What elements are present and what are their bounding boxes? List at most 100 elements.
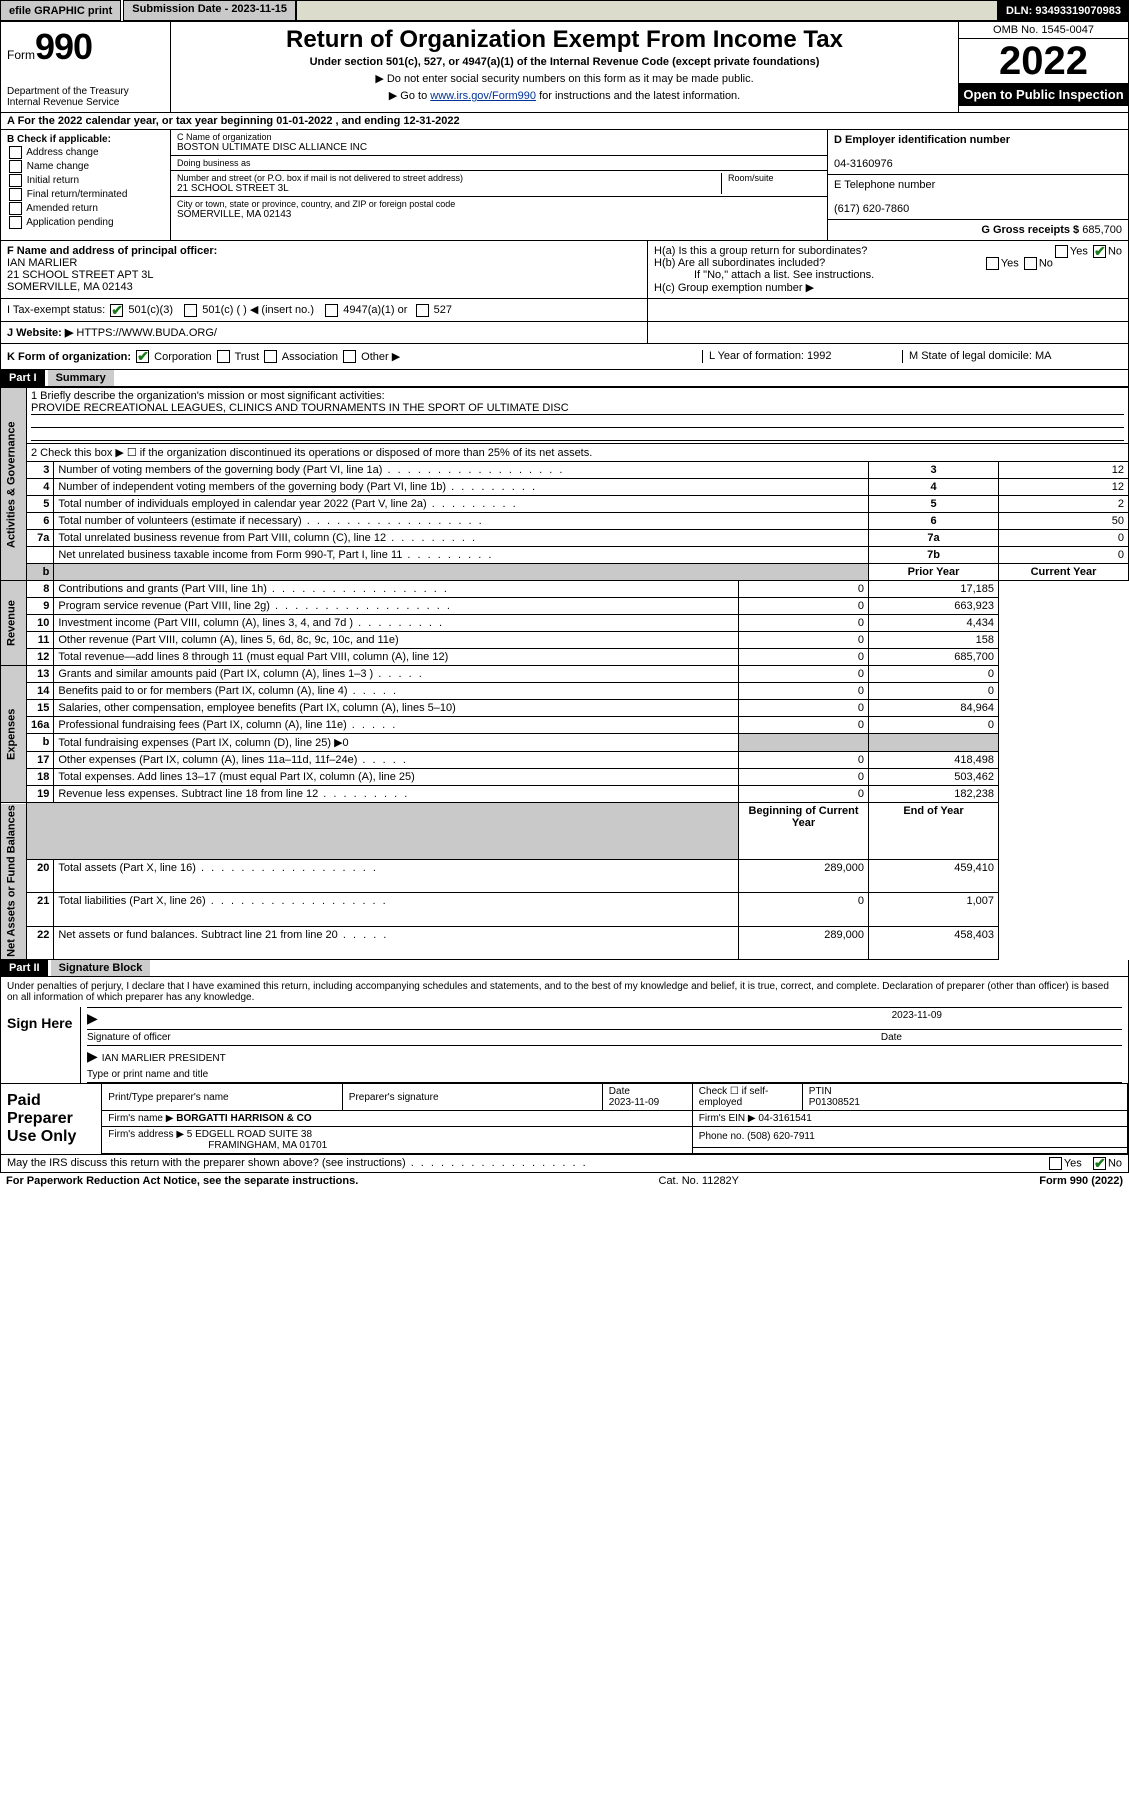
goto-note: ▶ Go to www.irs.gov/Form990 for instruct… — [177, 89, 952, 102]
col-b-checkboxes: B Check if applicable: Address change Na… — [1, 130, 171, 240]
city-value: SOMERVILLE, MA 02143 — [177, 209, 821, 220]
dln-label: DLN: 93493319070983 — [998, 0, 1129, 21]
officer-name: IAN MARLIER — [7, 257, 77, 269]
cb-initial-return[interactable]: Initial return — [7, 174, 164, 187]
prep-label: Paid Preparer Use Only — [1, 1084, 102, 1154]
ein-label: D Employer identification number — [834, 134, 1010, 146]
penalty-declaration: Under penalties of perjury, I declare th… — [1, 977, 1128, 1007]
cb-application-pending[interactable]: Application pending — [7, 216, 164, 229]
prep-date: 2023-11-09 — [609, 1097, 659, 1108]
dept-irs: Internal Revenue Service — [7, 97, 164, 108]
hb-note: If "No," attach a list. See instructions… — [654, 269, 1122, 281]
cb-name-change[interactable]: Name change — [7, 160, 164, 173]
officer-addr1: 21 SCHOOL STREET APT 3L — [7, 269, 154, 281]
colb-head: B Check if applicable: — [7, 134, 111, 145]
part1-badge: Part I — [1, 370, 45, 386]
part2-badge: Part II — [1, 960, 48, 976]
city-label: City or town, state or province, country… — [177, 199, 821, 209]
submission-date: Submission Date - 2023-11-15 — [123, 0, 296, 21]
form-number: Form990 — [7, 26, 164, 68]
col-c-org-info: C Name of organization BOSTON ULTIMATE D… — [171, 130, 828, 240]
prep-selfemp: Check ☐ if self-employed — [692, 1084, 802, 1111]
cb-address-change[interactable]: Address change — [7, 146, 164, 159]
footer-line: For Paperwork Reduction Act Notice, see … — [0, 1173, 1129, 1189]
ein-value: 04-3160976 — [834, 158, 893, 170]
firm-phone: (508) 620-7911 — [747, 1131, 815, 1142]
year-formation: L Year of formation: 1992 — [702, 350, 902, 364]
firm-name: BORGATTI HARRISON & CO — [176, 1113, 311, 1124]
q1-label: 1 Briefly describe the organization's mi… — [31, 390, 1124, 402]
q1-value: PROVIDE RECREATIONAL LEAGUES, CLINICS AN… — [31, 402, 569, 414]
bcde-block: B Check if applicable: Address change Na… — [0, 130, 1129, 241]
gross-label: G Gross receipts $ — [981, 224, 1079, 236]
type-name-label: Type or print name and title — [87, 1069, 1122, 1080]
row-k: K Form of organization: Corporation Trus… — [0, 344, 1129, 371]
omb-number: OMB No. 1545-0047 — [959, 22, 1128, 39]
form-subtitle: Under section 501(c), 527, or 4947(a)(1)… — [177, 56, 952, 68]
dept-treasury: Department of the Treasury — [7, 86, 164, 97]
tax-year: 2022 — [959, 39, 1128, 83]
sign-here-label: Sign Here — [1, 1007, 81, 1083]
row-fh: F Name and address of principal officer:… — [0, 241, 1129, 299]
side-net: Net Assets or Fund Balances — [1, 803, 27, 960]
prep-sig-label: Preparer's signature — [342, 1084, 602, 1111]
ha-label: H(a) Is this a group return for subordin… — [654, 245, 867, 257]
q2-text: 2 Check this box ▶ ☐ if the organization… — [27, 444, 1129, 462]
efile-print-button[interactable]: efile GRAPHIC print — [0, 0, 121, 21]
hc-label: H(c) Group exemption number ▶ — [654, 281, 1122, 294]
firm-addr-label: Firm's address ▶ — [108, 1129, 184, 1140]
org-name-label: C Name of organization — [177, 132, 821, 142]
street-label: Number and street (or P.O. box if mail i… — [177, 173, 721, 183]
form-org-label: K Form of organization: — [7, 351, 131, 363]
firm-ein-label: Firm's EIN ▶ — [699, 1113, 756, 1124]
topbar-spacer — [296, 0, 998, 21]
ptin-label: PTIN — [809, 1086, 832, 1097]
tax-status-label: I Tax-exempt status: — [7, 304, 105, 316]
sig-date-label: Date — [495, 1032, 1123, 1043]
org-name: BOSTON ULTIMATE DISC ALLIANCE INC — [177, 142, 821, 153]
officer-label: F Name and address of principal officer: — [7, 245, 217, 257]
website-label: J Website: ▶ — [7, 327, 73, 339]
firm-addr2: FRAMINGHAM, MA 01701 — [108, 1140, 327, 1151]
part1-title: Summary — [48, 370, 114, 386]
room-label: Room/suite — [728, 173, 821, 183]
cb-amended-return[interactable]: Amended return — [7, 202, 164, 215]
street-value: 21 SCHOOL STREET 3L — [177, 183, 721, 194]
gross-value: 685,700 — [1082, 224, 1122, 236]
state-domicile: M State of legal domicile: MA — [902, 350, 1122, 364]
dba-label: Doing business as — [177, 158, 821, 168]
prep-date-label: Date — [609, 1086, 630, 1097]
discuss-row: May the IRS discuss this return with the… — [0, 1155, 1129, 1173]
summary-table: Activities & Governance 1 Briefly descri… — [0, 387, 1129, 960]
phone-value: (617) 620-7860 — [834, 203, 909, 215]
ssn-note: ▶ Do not enter social security numbers o… — [177, 72, 952, 85]
part2-title: Signature Block — [51, 960, 151, 976]
irs-link[interactable]: www.irs.gov/Form990 — [430, 90, 536, 102]
prep-name-label: Print/Type preparer's name — [102, 1084, 342, 1111]
discuss-text: May the IRS discuss this return with the… — [7, 1157, 588, 1170]
website-value: HTTPS://WWW.BUDA.ORG/ — [76, 327, 217, 339]
cb-final-return[interactable]: Final return/terminated — [7, 188, 164, 201]
part1-header: Part I Summary — [0, 370, 1129, 387]
officer-addr2: SOMERVILLE, MA 02143 — [7, 281, 133, 293]
form-title: Return of Organization Exempt From Incom… — [177, 26, 952, 54]
cat-no: Cat. No. 11282Y — [659, 1175, 740, 1187]
form-num: 990 — [35, 26, 92, 67]
sig-date: 2023-11-09 — [515, 1010, 1123, 1027]
side-exp: Expenses — [1, 666, 27, 803]
top-bar: efile GRAPHIC print Submission Date - 20… — [0, 0, 1129, 22]
hb-label: H(b) Are all subordinates included? — [654, 257, 825, 269]
row-j: J Website: ▶ HTTPS://WWW.BUDA.ORG/ — [0, 322, 1129, 344]
sig-officer-label: Signature of officer — [87, 1032, 495, 1043]
row-a-tax-year: A For the 2022 calendar year, or tax yea… — [0, 113, 1129, 130]
part2-header: Part II Signature Block — [0, 960, 1129, 977]
paid-preparer: Paid Preparer Use Only Print/Type prepar… — [0, 1084, 1129, 1155]
firm-name-label: Firm's name ▶ — [108, 1113, 173, 1124]
firm-phone-label: Phone no. — [699, 1131, 745, 1142]
sig-name-title: IAN MARLIER PRESIDENT — [102, 1053, 226, 1064]
side-gov: Activities & Governance — [1, 388, 27, 581]
col-de: D Employer identification number 04-3160… — [828, 130, 1128, 240]
form-header: Form990 Department of the Treasury Inter… — [0, 22, 1129, 113]
side-rev: Revenue — [1, 581, 27, 666]
firm-addr1: 5 EDGELL ROAD SUITE 38 — [187, 1129, 312, 1140]
